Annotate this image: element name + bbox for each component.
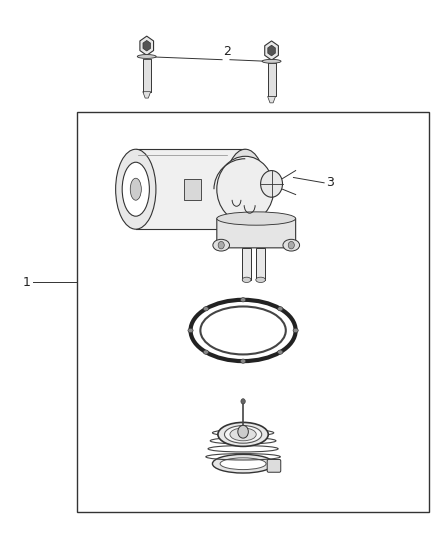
Ellipse shape xyxy=(242,277,251,282)
Bar xyxy=(242,248,251,280)
Polygon shape xyxy=(268,96,276,103)
Ellipse shape xyxy=(212,454,274,473)
Ellipse shape xyxy=(217,212,296,225)
Ellipse shape xyxy=(213,239,230,251)
Ellipse shape xyxy=(240,359,246,364)
Ellipse shape xyxy=(278,350,283,354)
Polygon shape xyxy=(268,45,276,56)
Ellipse shape xyxy=(283,239,300,251)
Polygon shape xyxy=(143,92,151,98)
Ellipse shape xyxy=(191,300,296,361)
Bar xyxy=(268,63,276,96)
Circle shape xyxy=(218,241,224,249)
Circle shape xyxy=(288,241,294,249)
Circle shape xyxy=(241,399,245,404)
Bar xyxy=(77,112,429,512)
FancyBboxPatch shape xyxy=(267,459,281,472)
Polygon shape xyxy=(217,219,296,248)
Bar xyxy=(136,149,245,229)
Circle shape xyxy=(261,171,283,197)
Ellipse shape xyxy=(217,156,274,222)
Ellipse shape xyxy=(130,178,141,200)
Bar xyxy=(143,59,151,92)
Polygon shape xyxy=(143,41,151,51)
Bar xyxy=(184,179,201,200)
Polygon shape xyxy=(140,36,154,55)
Ellipse shape xyxy=(188,328,193,333)
Ellipse shape xyxy=(116,149,156,229)
Ellipse shape xyxy=(240,297,246,302)
Ellipse shape xyxy=(122,162,149,216)
Ellipse shape xyxy=(262,59,281,63)
Ellipse shape xyxy=(218,422,268,446)
Ellipse shape xyxy=(293,328,298,333)
Ellipse shape xyxy=(203,350,208,354)
Text: 1: 1 xyxy=(22,276,30,289)
Ellipse shape xyxy=(230,428,256,441)
Circle shape xyxy=(238,425,248,438)
Ellipse shape xyxy=(220,458,266,470)
Polygon shape xyxy=(265,41,279,60)
Ellipse shape xyxy=(203,306,208,311)
Ellipse shape xyxy=(278,306,283,311)
Ellipse shape xyxy=(137,54,156,59)
Ellipse shape xyxy=(256,277,265,282)
Ellipse shape xyxy=(225,425,262,443)
Ellipse shape xyxy=(201,306,286,354)
Text: 3: 3 xyxy=(326,176,334,189)
Ellipse shape xyxy=(225,149,265,229)
Bar xyxy=(256,248,265,280)
Text: 2: 2 xyxy=(223,45,231,58)
